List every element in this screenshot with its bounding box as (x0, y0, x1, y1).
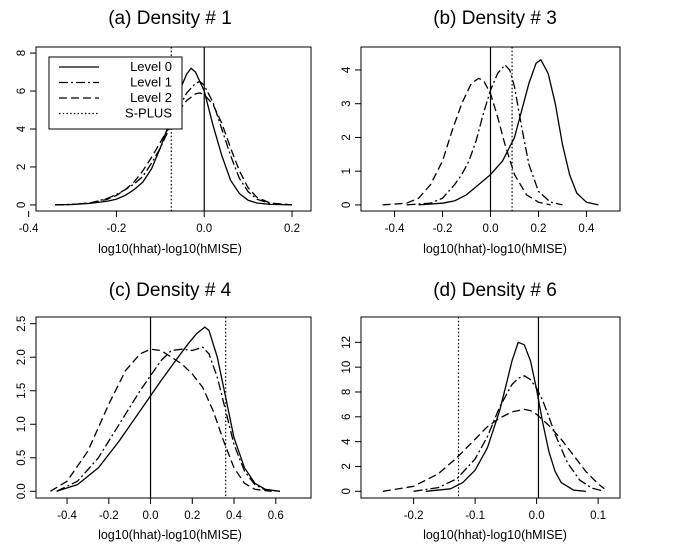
x-tick-label: -0.2 (433, 223, 453, 235)
x-tick-label: 0.2 (530, 223, 546, 235)
x-tick-label: 0.2 (184, 510, 200, 522)
legend-label: Level 2 (130, 90, 172, 105)
x-tick-label: -0.2 (99, 510, 119, 522)
y-tick-label: 2 (341, 463, 353, 469)
x-tick-label: 0.0 (143, 510, 159, 522)
legend-label: Level 1 (130, 75, 172, 90)
density-curve-dashdot (56, 346, 280, 492)
panel-2: (b) Density # 3 log10(hhat)-log10(hMISE) -… (341, 8, 621, 256)
x-tick-label: -0.2 (107, 223, 127, 235)
y-tick-label: 10 (341, 361, 353, 374)
x-tick-label: -0.4 (19, 223, 39, 235)
x-tick-label: 0.4 (578, 223, 595, 235)
x-tick-label: 0.0 (483, 223, 499, 235)
y-tick-label: 2 (341, 134, 353, 140)
density-curve-dashed (382, 77, 551, 206)
x-tick-label: 0.1 (590, 510, 606, 522)
plot-area (382, 317, 605, 498)
x-tick-label: 0.0 (529, 510, 545, 522)
y-tick-label: 2.5 (16, 316, 28, 332)
y-tick-label: 4 (16, 125, 28, 132)
legend-label: S-PLUS (125, 106, 172, 121)
plot-area (50, 317, 280, 498)
y-tick-label: 0.0 (16, 483, 28, 499)
x-axis-label: log10(hhat)-log10(hMISE) (98, 528, 242, 542)
y-tick-label: 1.0 (16, 416, 28, 432)
y-tick-label: 0 (341, 202, 353, 208)
x-tick-label: -0.4 (385, 223, 405, 235)
panel-title: (c) Density # 4 (109, 280, 232, 301)
density-curve-dashed (382, 408, 605, 492)
x-tick-label: -0.1 (465, 510, 485, 522)
density-curve-solid (418, 59, 599, 206)
density-curve-solid (56, 326, 280, 492)
y-tick-label: 1 (341, 168, 353, 174)
density-curve-dashdot (406, 64, 563, 206)
density-curve-dashdot (413, 375, 605, 492)
y-tick-label: 12 (341, 336, 353, 349)
panel-title: (a) Density # 1 (108, 8, 232, 29)
panel-title: (b) Density # 3 (433, 8, 557, 29)
y-tick-label: 0 (341, 488, 353, 494)
panel-title: (d) Density # 6 (433, 280, 557, 301)
y-tick-label: 8 (341, 389, 353, 395)
x-tick-label: -0.4 (57, 510, 77, 522)
density-curve-solid (425, 341, 586, 492)
y-tick-label: 3 (341, 100, 353, 106)
y-tick-label: 2.0 (16, 349, 28, 365)
x-axis-label: log10(hhat)-log10(hMISE) (423, 528, 567, 542)
plot-area (382, 47, 599, 211)
y-tick-label: 0.5 (16, 450, 28, 466)
panel-1: (a) Density # 1 log10(hhat)-log10(hMISE) -… (16, 8, 312, 256)
y-tick-label: 2 (16, 164, 28, 170)
y-tick-label: 8 (16, 50, 28, 56)
x-tick-label: 0.6 (268, 510, 284, 522)
x-tick-label: 0.4 (226, 510, 243, 522)
density-curve-dashed (50, 348, 272, 492)
panel-3: (c) Density # 4 log10(hhat)-log10(hMISE) -… (16, 280, 312, 542)
plot-frame (360, 316, 621, 499)
plot-frame (35, 316, 312, 499)
panel-4: (d) Density # 6 log10(hhat)-log10(hMISE) -… (341, 280, 621, 542)
y-tick-label: 0 (16, 202, 28, 208)
legend-label: Level 0 (130, 59, 172, 74)
y-tick-label: 6 (16, 88, 28, 94)
x-tick-label: -0.2 (404, 510, 424, 522)
x-axis-label: log10(hhat)-log10(hMISE) (98, 242, 242, 256)
y-tick-label: 4 (341, 66, 353, 73)
y-tick-label: 1.5 (16, 383, 28, 399)
y-tick-label: 4 (341, 438, 353, 445)
x-tick-label: 0.0 (196, 223, 212, 235)
x-tick-label: 0.2 (284, 223, 300, 235)
legend-box (48, 56, 183, 130)
x-axis-label: log10(hhat)-log10(hMISE) (423, 242, 567, 256)
y-tick-label: 6 (341, 414, 353, 420)
